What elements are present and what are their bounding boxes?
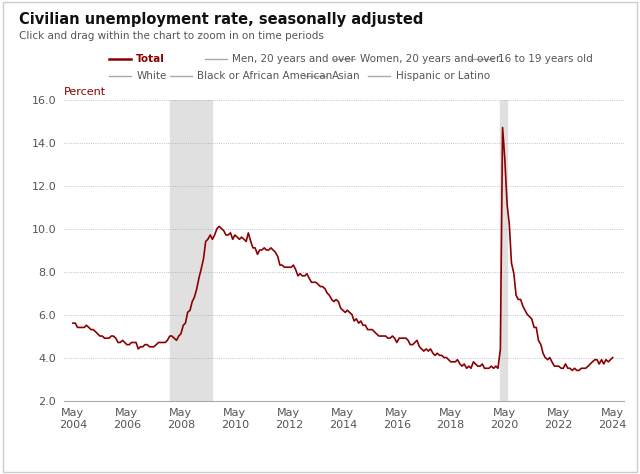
Text: White: White xyxy=(136,71,166,81)
Text: Percent: Percent xyxy=(64,87,106,97)
Text: Click and drag within the chart to zoom in on time periods: Click and drag within the chart to zoom … xyxy=(19,31,324,41)
Text: 16 to 19 years old: 16 to 19 years old xyxy=(498,54,593,64)
Text: Asian: Asian xyxy=(332,71,360,81)
Text: Hispanic or Latino: Hispanic or Latino xyxy=(396,71,490,81)
Bar xyxy=(170,100,212,401)
Text: Men, 20 years and over: Men, 20 years and over xyxy=(232,54,355,64)
Text: Total: Total xyxy=(136,54,165,64)
Text: Women, 20 years and over: Women, 20 years and over xyxy=(360,54,500,64)
Text: Black or African American: Black or African American xyxy=(197,71,332,81)
Text: Civilian unemployment rate, seasonally adjusted: Civilian unemployment rate, seasonally a… xyxy=(19,12,424,27)
Bar xyxy=(500,100,507,401)
